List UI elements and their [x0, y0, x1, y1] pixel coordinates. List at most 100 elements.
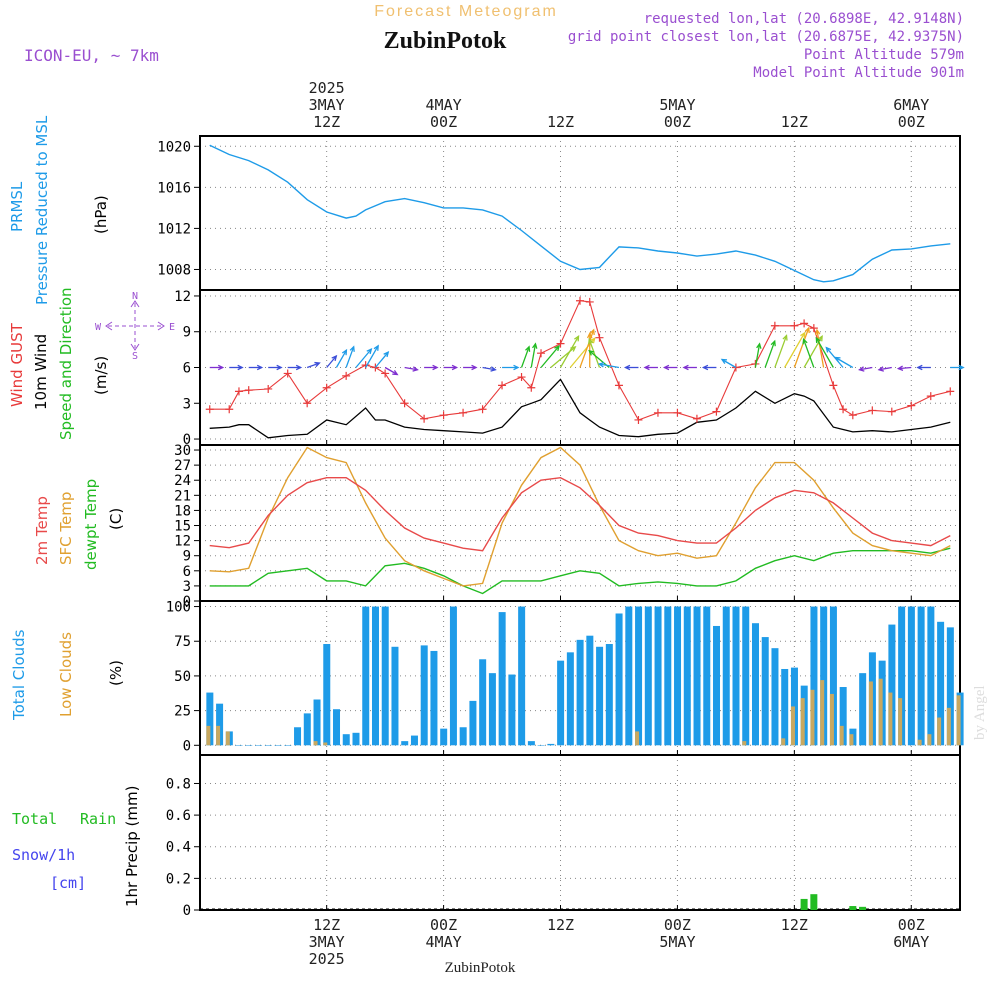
total-cloud-bar: [693, 606, 701, 746]
total-cloud-bar: [810, 606, 818, 746]
wind-arrow-head: [701, 364, 709, 371]
wind-arrow-head: [392, 369, 399, 376]
clouds-total-label: Total Clouds: [10, 629, 28, 721]
temp-ytick-label: 0: [183, 594, 191, 610]
wind-arrow-shaft: [384, 366, 398, 376]
low-cloud-bar: [849, 734, 854, 746]
precip-total-label: Total: [12, 810, 57, 828]
top-time-label: 12Z: [547, 113, 574, 131]
total-cloud-bar: [449, 606, 457, 746]
wind-direction-arrow: [825, 346, 844, 368]
low-cloud-bar: [820, 680, 825, 746]
wind-direction-arrow: [365, 344, 379, 368]
total-cloud-bar: [333, 709, 341, 746]
low-cloud-bar: [810, 689, 815, 746]
wind-direction-arrow: [404, 366, 419, 372]
wind-direction-arrow: [950, 364, 965, 371]
wind-gust-marker: [283, 369, 292, 378]
wind-arrow-head: [383, 351, 390, 358]
top-time-label: 5MAY: [659, 96, 695, 114]
bottom-time-label: 4MAY: [426, 933, 462, 951]
wind-gust-marker: [809, 324, 818, 333]
total-cloud-bar: [946, 627, 954, 746]
total-cloud-bar: [898, 606, 906, 746]
total-cloud-bar: [839, 687, 847, 746]
wind-arrow-shaft: [365, 345, 379, 368]
low-cloud-bar: [956, 695, 961, 746]
compass-icon: N S W E: [95, 291, 175, 362]
low-cloud-bar: [635, 731, 640, 746]
wind-arrow-head: [412, 366, 419, 372]
top-time-label: 4MAY: [426, 96, 462, 114]
wind-direction-arrow: [384, 366, 399, 376]
wind-direction-arrow: [326, 354, 338, 368]
wind-ytick-label: 9: [183, 325, 191, 341]
wind-arrow-shaft: [550, 346, 576, 368]
model-label: ICON-EU, ~ 7km: [24, 46, 159, 65]
compass-w: W: [95, 322, 102, 333]
temp-ytick-label: 21: [174, 488, 191, 504]
clouds-unit: (%): [107, 660, 125, 686]
total-cloud-bar: [713, 625, 721, 746]
wind-gust-marker: [244, 386, 253, 395]
low-cloud-bar: [937, 717, 942, 746]
low-cloud-bar: [742, 741, 747, 746]
wind-gust-marker: [946, 387, 955, 396]
total-cloud-bar: [907, 606, 915, 746]
total-cloud-bar: [547, 743, 555, 746]
total-cloud-bar: [654, 606, 662, 746]
wind-ytick-label: 6: [183, 361, 191, 377]
temp-ytick-label: 6: [183, 564, 191, 580]
precip-ytick-label: 0.2: [166, 871, 191, 887]
total-cloud-bar: [596, 646, 604, 746]
wind-direction-arrow: [559, 335, 580, 368]
wind-direction-arrow: [793, 326, 810, 368]
wind-arrow-head: [586, 332, 593, 339]
wind-arrow-shaft: [721, 358, 737, 369]
wind-arrow-shaft: [764, 340, 776, 368]
wind-arrow-head: [958, 364, 965, 371]
wind-arrow-shaft: [345, 346, 355, 368]
wind-direction-arrow: [834, 356, 854, 369]
wind-gust-marker: [829, 381, 838, 390]
low-cloud-bar: [790, 706, 795, 746]
chart-title: Forecast Meteogram: [374, 3, 558, 20]
total-cloud-bar: [761, 637, 769, 746]
total-cloud-bar: [615, 613, 623, 746]
wind-direction-arrow: [916, 364, 931, 371]
wind-10m-label: 10m Wind: [32, 334, 50, 410]
wind-ytick-label: 3: [183, 396, 191, 412]
low-cloud-bar: [800, 698, 805, 746]
total-cloud-bar: [566, 652, 574, 746]
clouds-low-label: Low Clouds: [57, 632, 75, 717]
wind-direction-arrow: [540, 344, 560, 368]
total-cloud-bar: [683, 606, 691, 746]
wind-arrow-head: [800, 331, 806, 338]
bottom-time-label: 00Z: [898, 916, 925, 934]
total-cloud-bar: [674, 606, 682, 746]
wind-gust-marker: [234, 387, 243, 396]
pressure-frame: [199, 135, 961, 291]
wind-gust-marker: [205, 405, 214, 414]
wind-arrow-shaft: [835, 356, 854, 369]
wind-arrow-head: [815, 328, 821, 336]
low-cloud-bar: [946, 707, 951, 746]
wind-arrow-shaft: [599, 363, 620, 369]
total-cloud-bar: [459, 727, 467, 746]
bottom-time-label: 00Z: [430, 916, 457, 934]
wind-arrow-head: [589, 328, 595, 335]
total-cloud-bar: [391, 646, 399, 746]
temp-ytick-label: 15: [174, 519, 191, 535]
wind-direction-arrow: [530, 342, 538, 368]
wind-gust-marker: [868, 406, 877, 415]
top-time-label: 00Z: [430, 113, 457, 131]
total-cloud-bar: [274, 745, 282, 746]
wind-gust-marker: [498, 381, 507, 390]
total-cloud-bar: [488, 673, 496, 746]
wind-direction-arrow: [815, 336, 834, 368]
total-cloud-bar: [440, 728, 448, 746]
wind-arrow-head: [217, 364, 225, 371]
clouds-ytick-label: 0: [183, 738, 191, 754]
wind-arrow-head: [513, 364, 520, 371]
wind-arrow-head: [597, 362, 605, 368]
